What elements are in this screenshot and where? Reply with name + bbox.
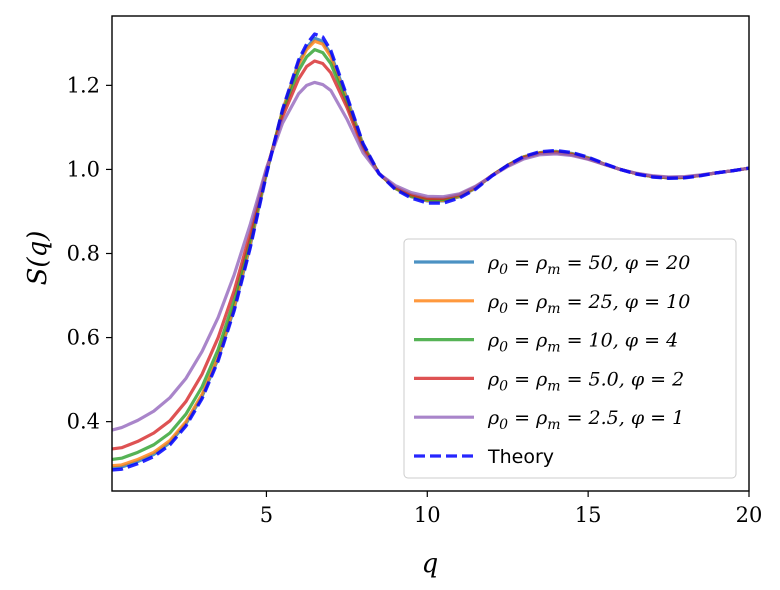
y-axis-label: S(q)	[23, 231, 53, 286]
plot-lines	[111, 32, 750, 472]
x-axis-ticks: 5 10 15 20	[260, 491, 763, 527]
legend-label: ρ0 = ρm = 50, φ = 20	[487, 252, 690, 278]
x-tick-label: 15	[575, 503, 602, 527]
y-axis-ticks: 0.4 0.6 0.8 1.0 1.2	[67, 73, 112, 434]
series-line-6	[111, 32, 750, 472]
legend-label: ρ0 = ρm = 2.5, φ = 1	[487, 407, 684, 433]
x-tick-label: 20	[736, 503, 763, 527]
legend-label: ρ0 = ρm = 10, φ = 4	[487, 330, 678, 356]
legend-label: ρ0 = ρm = 25, φ = 10	[487, 291, 690, 317]
legend-box	[403, 238, 737, 479]
legend: ρ0 = ρm = 50, φ = 20 ρ0 = ρm = 25, φ = 10…	[403, 238, 737, 479]
x-tick-label: 10	[414, 503, 441, 527]
legend-label: Theory	[487, 446, 554, 468]
y-tick-label: 1.2	[67, 73, 100, 97]
y-tick-label: 0.8	[67, 242, 100, 266]
y-tick-label: 0.6	[67, 326, 100, 350]
y-tick-label: 0.4	[67, 410, 100, 434]
legend-label: ρ0 = ρm = 5.0, φ = 2	[487, 368, 684, 394]
x-axis-label: q	[422, 549, 439, 579]
x-tick-label: 5	[260, 503, 273, 527]
y-tick-label: 1.0	[67, 157, 100, 181]
